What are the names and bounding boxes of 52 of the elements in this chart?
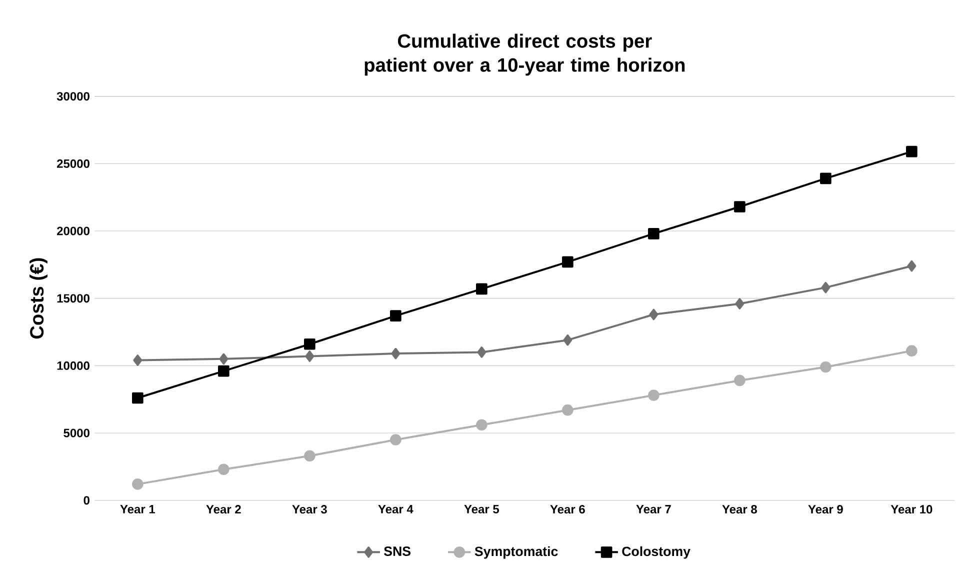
y-tick-label: 10000	[57, 361, 90, 370]
point	[906, 146, 918, 158]
point	[820, 172, 832, 184]
x-tick-label: Year 5	[464, 505, 500, 514]
point	[563, 334, 572, 346]
point	[562, 404, 574, 416]
point	[390, 310, 402, 322]
x-tick-label: Year 8	[722, 505, 757, 514]
y-tick-label: 0	[84, 496, 90, 505]
chart-title: Cumulative direct costs per patient over a 10-year time horizon	[364, 34, 685, 76]
x-tick-label: Year 2	[206, 505, 241, 514]
point	[648, 390, 660, 401]
point	[820, 361, 832, 373]
point	[132, 478, 144, 490]
y-axis-title: Costs (€)	[30, 258, 48, 339]
point	[305, 350, 314, 362]
point	[391, 348, 400, 360]
point	[219, 353, 228, 365]
point	[734, 201, 746, 212]
point	[133, 354, 142, 366]
point	[821, 282, 830, 294]
point	[562, 256, 574, 268]
y-tick-label: 20000	[57, 226, 90, 236]
point	[132, 392, 144, 404]
point	[304, 450, 316, 462]
point	[304, 338, 316, 350]
x-tick-label: Year 9	[808, 505, 843, 514]
point	[907, 260, 916, 272]
point	[649, 308, 658, 320]
x-tick-label: Year 7	[636, 505, 671, 514]
point	[735, 298, 744, 310]
point	[477, 346, 486, 358]
x-tick-label: Year 4	[378, 505, 414, 514]
point	[218, 365, 230, 377]
x-tick-label: Year 3	[292, 505, 327, 514]
x-tick-label: Year 10	[890, 505, 932, 514]
point	[906, 345, 918, 357]
y-tick-label: 30000	[56, 92, 90, 101]
x-tick-label: Year 6	[550, 505, 585, 514]
y-tick-label: 15000	[57, 294, 90, 303]
legend-label: Symptomatic	[474, 546, 558, 559]
y-tick-label: 5000	[64, 428, 90, 438]
point	[734, 374, 746, 386]
legend-label: Colostomy	[622, 546, 690, 559]
x-tick-label: Year 1	[120, 505, 155, 514]
point	[476, 419, 488, 431]
point	[218, 464, 230, 476]
point	[476, 283, 488, 295]
point	[648, 228, 660, 240]
y-tick-label: 25000	[57, 159, 90, 168]
legend-label: SNS	[384, 546, 411, 556]
point	[390, 434, 402, 446]
